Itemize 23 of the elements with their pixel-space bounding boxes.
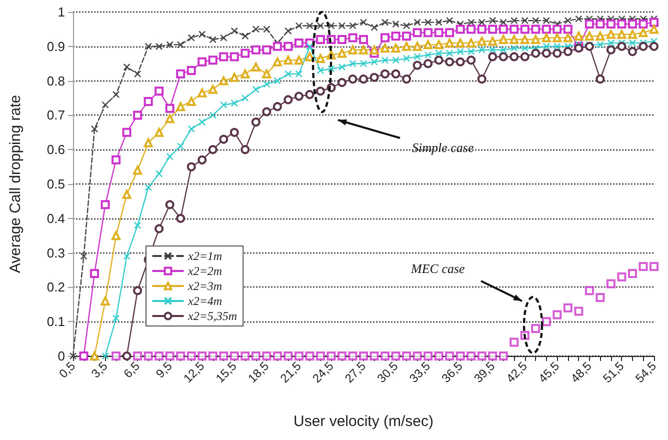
- legend-label: x2=1m: [187, 249, 222, 263]
- y-tick-label: 1: [58, 4, 65, 20]
- y-tick-label: 0.1: [46, 314, 65, 330]
- legend-label: x2=2m: [187, 264, 222, 278]
- y-tick-label: 0.2: [46, 280, 65, 295]
- y-tick-label: 0.8: [46, 73, 65, 88]
- legend-label: x2=4m: [187, 294, 222, 308]
- annotation: Simple case: [412, 140, 474, 155]
- y-axis-title: Average Call dropping rate: [7, 94, 24, 274]
- x-tick-label: 9,5: [153, 358, 176, 381]
- y-tick-label: 0.5: [46, 176, 65, 192]
- x-axis-title: User velocity (m/sec): [293, 413, 434, 430]
- y-tick-label: 0.6: [46, 142, 65, 158]
- legend-label: x2=3m: [187, 279, 222, 293]
- x-tick-label: 3,5: [88, 358, 110, 381]
- x-tick-label: 6,5: [120, 358, 143, 381]
- y-tick-label: 0.4: [46, 210, 65, 226]
- annotation: MEC case: [410, 261, 466, 276]
- y-tick-label: 0.3: [46, 245, 65, 260]
- y-tick-label: 0.7: [46, 108, 65, 123]
- legend-label: x2=5,35m: [187, 309, 238, 323]
- y-tick-label: 0.9: [46, 38, 65, 54]
- y-tick-label: 0: [58, 348, 65, 364]
